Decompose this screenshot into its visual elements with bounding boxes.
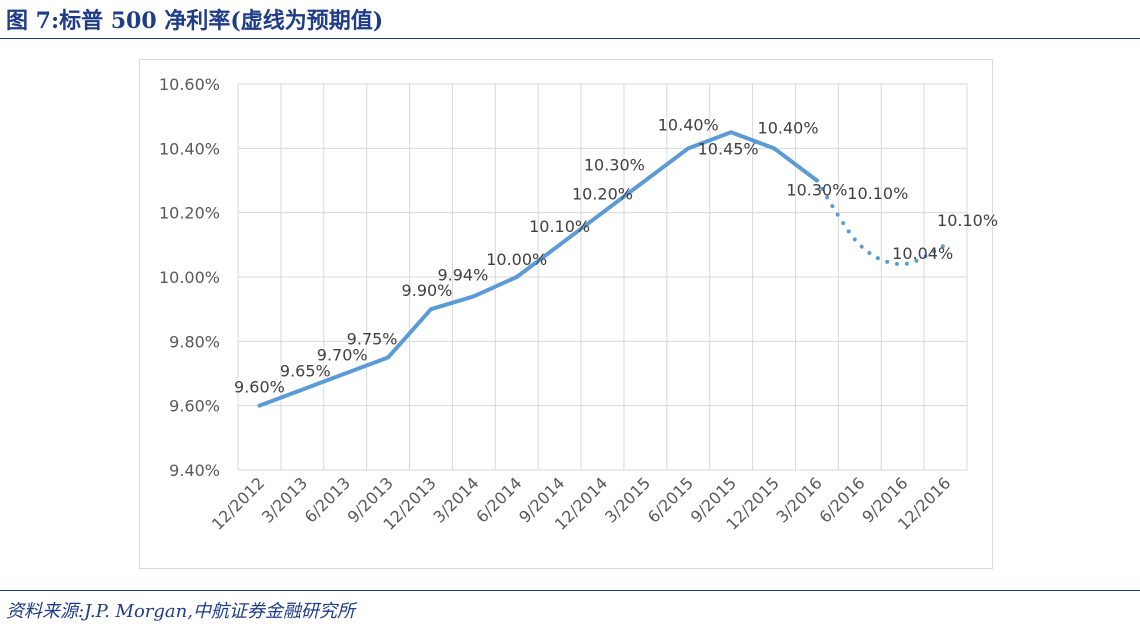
data-label: 9.65% [280, 362, 331, 381]
y-tick-label: 10.20% [159, 204, 220, 223]
data-label: 10.40% [758, 118, 819, 137]
chart-frame [139, 59, 993, 569]
data-label: 10.10% [529, 217, 590, 236]
x-tick-label: 3/2014 [429, 473, 482, 526]
actual-series-line [257, 130, 819, 408]
forecast-series-line [814, 178, 948, 267]
y-tick-label: 10.00% [159, 268, 220, 287]
y-tick-label: 10.40% [159, 139, 220, 158]
data-label: 10.20% [572, 185, 633, 204]
x-tick-label: 6/2016 [815, 473, 868, 526]
forecast-data-label: 10.10% [937, 211, 998, 230]
data-label: 9.60% [234, 378, 285, 397]
data-label: 10.45% [698, 139, 759, 158]
figure-title: 图 7:标普 500 净利率(虚线为预期值) [6, 8, 384, 34]
title-divider [0, 38, 1140, 39]
data-label: 9.90% [402, 281, 453, 300]
forecast-data-label: 10.10% [847, 184, 908, 203]
x-tick-label: 3/2015 [601, 473, 654, 526]
data-label: 10.00% [486, 250, 547, 269]
source-divider [0, 590, 1140, 591]
x-tick-label: 3/2013 [258, 473, 311, 526]
data-label: 9.94% [437, 265, 488, 284]
data-label: 10.40% [658, 115, 719, 134]
x-tick-label: 12/2012 [208, 473, 268, 533]
y-tick-label: 9.80% [169, 332, 220, 351]
x-tick-label: 3/2016 [772, 473, 825, 526]
y-tick-label: 10.60% [159, 75, 220, 94]
source-note: 资料来源:J.P. Morgan,中航证券金融研究所 [6, 601, 355, 622]
x-tick-label: 6/2015 [644, 473, 697, 526]
data-label: 9.75% [347, 329, 398, 348]
x-tick-label: 6/2014 [472, 473, 525, 526]
forecast-data-label: 10.04% [892, 244, 953, 263]
y-tick-label: 9.40% [169, 461, 220, 480]
data-label: 9.70% [317, 346, 368, 365]
x-tick-label: 6/2013 [301, 473, 354, 526]
data-label: 10.30% [584, 156, 645, 175]
data-label: 10.30% [786, 181, 847, 200]
y-tick-label: 9.60% [169, 397, 220, 416]
